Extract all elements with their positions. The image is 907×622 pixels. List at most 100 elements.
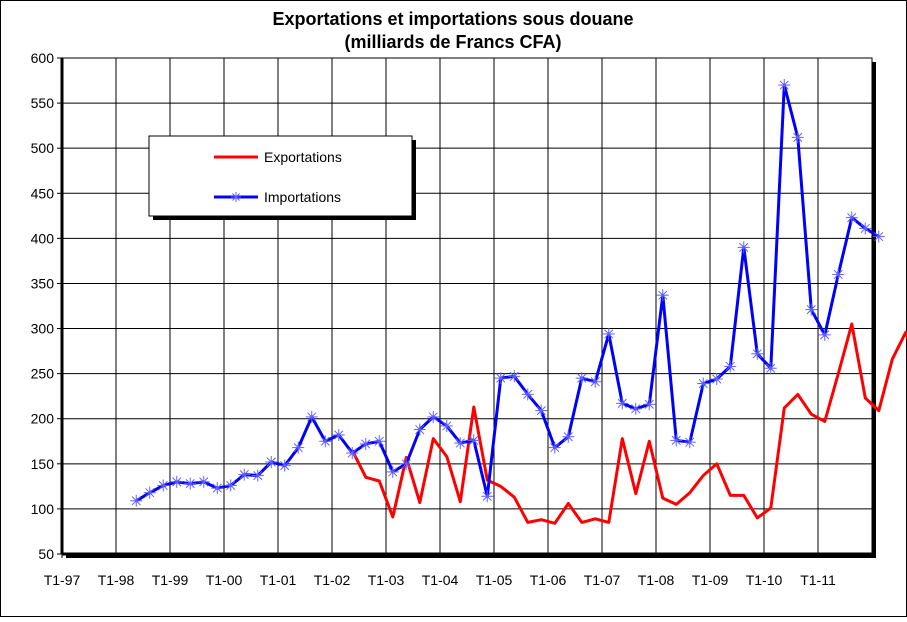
marker-stroke bbox=[739, 242, 749, 252]
y-tick-label: 150 bbox=[31, 456, 55, 472]
x-tick-label: T1-06 bbox=[530, 572, 567, 588]
marker-stroke bbox=[698, 378, 708, 389]
data-point-marker bbox=[818, 328, 831, 341]
marker-stroke bbox=[617, 398, 627, 408]
data-point-marker bbox=[778, 79, 791, 92]
data-point-marker bbox=[292, 441, 305, 454]
marker-stroke bbox=[658, 290, 668, 300]
legend-box bbox=[148, 135, 413, 217]
data-point-marker bbox=[157, 479, 170, 492]
data-point-marker bbox=[346, 446, 359, 459]
y-tick-label: 200 bbox=[31, 411, 55, 427]
series-line-exportations bbox=[350, 322, 907, 525]
marker-stroke bbox=[226, 480, 236, 491]
y-tick-label: 250 bbox=[31, 366, 55, 382]
data-point-marker bbox=[481, 490, 494, 503]
marker-stroke bbox=[131, 496, 141, 506]
data-point-marker bbox=[238, 468, 251, 481]
marker-stroke bbox=[334, 430, 344, 440]
data-point-marker bbox=[319, 435, 332, 448]
data-point-marker bbox=[278, 459, 291, 472]
marker-stroke bbox=[590, 377, 600, 387]
marker-stroke bbox=[428, 412, 438, 422]
data-point-marker bbox=[211, 482, 224, 495]
data-point-marker bbox=[494, 372, 507, 385]
x-tick-label: T1-99 bbox=[152, 572, 189, 588]
marker-stroke bbox=[442, 421, 452, 431]
data-point-marker bbox=[683, 436, 696, 449]
data-point-marker bbox=[400, 457, 413, 470]
marker-stroke bbox=[496, 373, 506, 383]
marker-stroke bbox=[239, 470, 249, 480]
x-tick-label: T1-01 bbox=[260, 572, 297, 588]
marker-stroke bbox=[307, 412, 317, 422]
data-point-marker bbox=[359, 437, 372, 450]
marker-stroke bbox=[185, 479, 195, 489]
marker-stroke bbox=[482, 491, 492, 501]
x-tick-label: T1-11 bbox=[800, 572, 836, 588]
marker-stroke bbox=[631, 404, 641, 414]
marker-stroke bbox=[793, 132, 803, 142]
data-point-marker bbox=[251, 469, 264, 482]
marker-stroke bbox=[671, 435, 681, 445]
marker-stroke bbox=[280, 461, 290, 471]
data-point-marker bbox=[535, 404, 548, 417]
data-point-marker bbox=[265, 456, 278, 469]
y-tick-label: 600 bbox=[31, 50, 55, 66]
y-tick-label: 100 bbox=[31, 501, 55, 517]
y-tick-label: 500 bbox=[31, 140, 55, 156]
data-point-marker bbox=[508, 370, 521, 383]
y-tick-label: 450 bbox=[31, 185, 55, 201]
data-point-marker bbox=[454, 437, 467, 450]
marker-stroke bbox=[361, 439, 371, 449]
marker-stroke bbox=[212, 483, 222, 493]
x-tick-label: T1-09 bbox=[692, 572, 729, 588]
marker-stroke bbox=[455, 438, 465, 448]
marker-stroke bbox=[712, 374, 722, 384]
data-point-marker bbox=[224, 479, 237, 492]
data-point-marker bbox=[737, 241, 750, 254]
marker-stroke bbox=[833, 269, 843, 280]
y-tick-label: 50 bbox=[38, 546, 54, 562]
marker-stroke bbox=[847, 213, 857, 223]
marker-stroke bbox=[253, 470, 263, 481]
x-tick-label: T1-02 bbox=[314, 572, 351, 588]
data-point-marker bbox=[643, 398, 656, 411]
data-point-marker bbox=[751, 347, 764, 360]
data-point-marker bbox=[872, 230, 885, 243]
chart-subtitle: (milliards de Francs CFA) bbox=[344, 32, 561, 52]
data-point-marker bbox=[373, 435, 386, 448]
y-tick-label: 350 bbox=[31, 275, 55, 291]
data-point-marker bbox=[859, 222, 872, 235]
marker-stroke bbox=[158, 480, 168, 491]
x-tick-label: T1-05 bbox=[476, 572, 513, 588]
legend-label-importations: Importations bbox=[264, 189, 341, 205]
y-tick-label: 400 bbox=[31, 230, 55, 246]
data-point-marker bbox=[791, 131, 804, 144]
marker-stroke bbox=[266, 457, 276, 467]
data-point-marker bbox=[832, 268, 845, 281]
marker-stroke bbox=[536, 406, 546, 416]
data-point-marker bbox=[143, 486, 156, 499]
marker-stroke bbox=[604, 329, 614, 339]
chart-title: Exportations et importations sous douane bbox=[272, 9, 633, 29]
marker-stroke bbox=[293, 442, 303, 453]
data-point-marker bbox=[521, 388, 534, 401]
marker-stroke bbox=[232, 193, 240, 201]
x-tick-label: T1-10 bbox=[746, 572, 783, 588]
data-point-marker bbox=[130, 494, 143, 507]
marker-stroke bbox=[199, 477, 209, 487]
marker-stroke bbox=[766, 363, 776, 373]
x-tick-label: T1-07 bbox=[584, 572, 621, 588]
marker-stroke bbox=[523, 389, 533, 399]
marker-stroke bbox=[347, 448, 357, 458]
x-tick-label: T1-00 bbox=[206, 572, 243, 588]
data-point-marker bbox=[413, 423, 426, 436]
marker-stroke bbox=[820, 330, 830, 340]
marker-stroke bbox=[415, 424, 425, 435]
x-tick-label: T1-97 bbox=[44, 572, 81, 588]
data-point-marker bbox=[656, 289, 669, 302]
data-point-marker bbox=[697, 377, 710, 390]
data-point-marker bbox=[805, 303, 818, 316]
marker-stroke bbox=[509, 371, 519, 381]
